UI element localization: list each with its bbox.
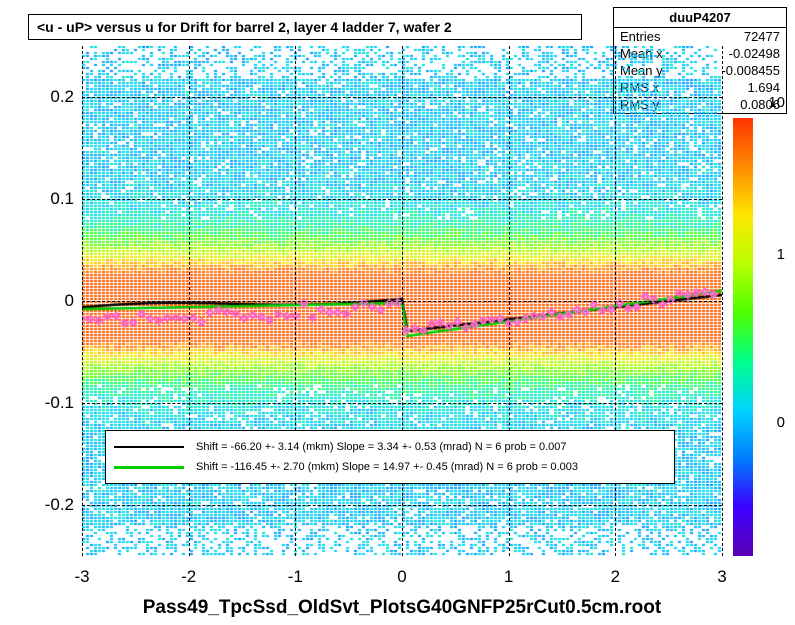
legend-line-green (114, 466, 184, 469)
legend-line-black (114, 446, 184, 448)
x-tick-label: -3 (72, 567, 92, 587)
y-tick-label: 0.1 (30, 189, 74, 209)
y-tick-label: -0.1 (30, 393, 74, 413)
stats-value: -0.02498 (729, 46, 780, 61)
x-tick-label: -1 (285, 567, 305, 587)
y-tick-label: 0.2 (30, 87, 74, 107)
colorbar (733, 118, 753, 556)
colorbar-tick-label: 0 (777, 414, 785, 431)
legend-row: Shift = -116.45 +- 2.70 (mkm) Slope = 14… (114, 457, 666, 477)
x-tick-label: 1 (499, 567, 519, 587)
colorbar-tick-label: 10 (768, 94, 785, 111)
stats-value: -0.008455 (721, 63, 780, 78)
stats-value: 72477 (744, 29, 780, 44)
colorbar-canvas (733, 118, 753, 556)
y-tick-label: 0 (30, 291, 74, 311)
x-axis-title: Pass49_TpcSsd_OldSvt_PlotsG40GNFP25rCut0… (82, 597, 722, 619)
legend-text: Shift = -116.45 +- 2.70 (mkm) Slope = 14… (196, 461, 578, 473)
legend-text: Shift = -66.20 +- 3.14 (mkm) Slope = 3.3… (196, 441, 567, 453)
stats-value: 1.694 (747, 80, 780, 95)
x-tick-label: -2 (179, 567, 199, 587)
stats-name: duuP4207 (614, 8, 786, 28)
legend-row: Shift = -66.20 +- 3.14 (mkm) Slope = 3.3… (114, 437, 666, 457)
fit-legend: Shift = -66.20 +- 3.14 (mkm) Slope = 3.3… (105, 430, 675, 484)
x-tick-label: 2 (605, 567, 625, 587)
y-tick-label: -0.2 (30, 495, 74, 515)
stats-label: Entries (620, 29, 660, 44)
stats-row: Entries 72477 (614, 28, 786, 45)
chart-title: <u - uP> versus u for Drift for barrel 2… (28, 14, 582, 40)
x-tick-label: 0 (392, 567, 412, 587)
colorbar-tick-label: 1 (777, 246, 785, 263)
x-tick-label: 3 (712, 567, 732, 587)
